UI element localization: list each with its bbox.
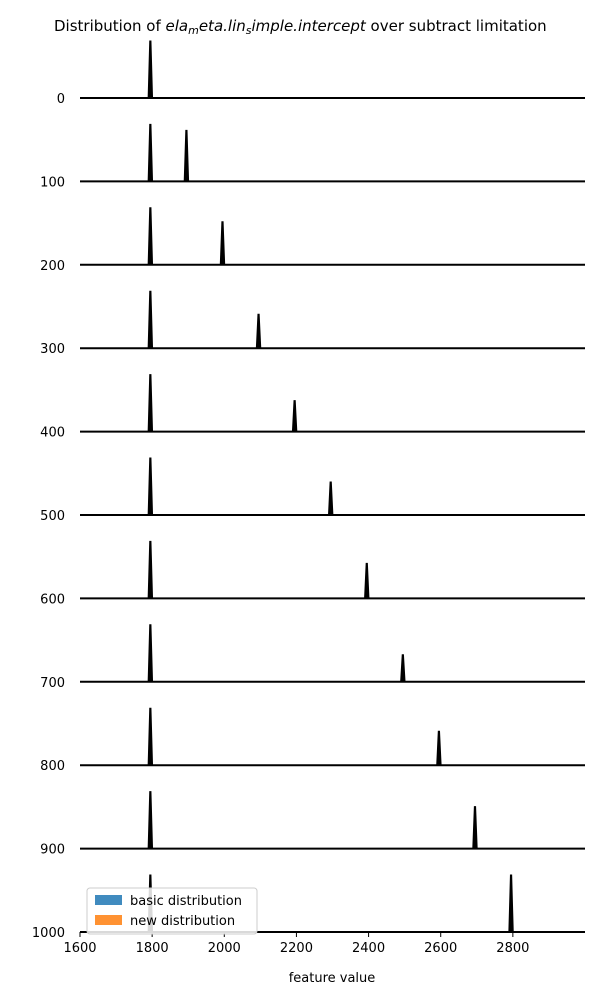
chart-title-prefix: Distribution of <box>54 17 166 35</box>
new-distribution-peak <box>327 481 334 516</box>
legend-swatch <box>95 895 122 905</box>
ridge-label: 500 <box>40 509 65 524</box>
new-distribution-peak <box>436 730 442 766</box>
chart-title-math: imple.intercept <box>251 17 366 35</box>
new-distribution-peak <box>183 129 190 182</box>
new-distribution-peak <box>255 313 262 349</box>
ridge-row: 700 <box>40 624 585 691</box>
new-distribution-peak <box>472 806 478 850</box>
chart-title-suffix: over subtract limitation <box>366 17 547 35</box>
legend-swatch <box>95 915 122 925</box>
x-tick-label: 1600 <box>63 941 96 956</box>
basic-distribution-peak <box>147 374 154 433</box>
new-distribution-peak <box>400 654 406 683</box>
basic-distribution-peak <box>147 457 154 516</box>
new-distribution-peak <box>291 400 298 433</box>
ridge-label: 0 <box>57 92 65 107</box>
basic-distribution-peak <box>147 624 154 683</box>
new-distribution-peak <box>364 562 370 599</box>
ridge-label: 800 <box>40 759 65 774</box>
basic-distribution-peak <box>147 207 154 266</box>
ridges: 0 100 200 300 400 500 600 700 800 900 1000 <box>32 40 585 941</box>
legend-entry-label: new distribution <box>130 914 235 929</box>
x-tick-label: 1800 <box>136 941 169 956</box>
x-tick-label: 2400 <box>352 941 385 956</box>
ridge-label: 200 <box>40 259 65 274</box>
basic-distribution-peak <box>147 540 154 599</box>
ridge-row: 900 <box>40 791 585 858</box>
x-tick-label: 2600 <box>424 941 457 956</box>
ridge-row: 300 <box>40 290 585 357</box>
ridge-label: 900 <box>40 843 65 858</box>
legend-box <box>86 887 258 935</box>
ridge-label: 300 <box>40 342 65 357</box>
ridge-row: 800 <box>40 707 585 774</box>
chart-title: Distribution of elameta.linsimple.interc… <box>54 17 547 37</box>
ridge-label: 1000 <box>32 926 65 941</box>
basic-distribution-peak <box>147 290 154 349</box>
new-distribution-peak <box>508 874 514 933</box>
chart-title-math: eta.lin <box>199 17 246 35</box>
chart-title-subscript: s <box>246 24 252 37</box>
ridge-label: 600 <box>40 592 65 607</box>
legend: basic distribution new distribution <box>86 887 258 935</box>
legend-entry-label: basic distribution <box>130 894 242 909</box>
x-tick-label: 2800 <box>496 941 529 956</box>
ridge-row: 0 <box>57 40 585 107</box>
basic-distribution-peak <box>147 123 154 182</box>
chart-title-math: ela <box>166 17 189 35</box>
ridge-row: 400 <box>40 374 585 441</box>
x-axis: 1600 1800 2000 2200 2400 2600 2800 <box>63 932 529 956</box>
ridge-row: 100 <box>40 123 585 190</box>
basic-distribution-peak <box>147 40 154 99</box>
ridge-row: 600 <box>40 540 585 607</box>
ridge-row: 500 <box>40 457 585 524</box>
x-tick-label: 2200 <box>280 941 313 956</box>
x-tick-label: 2000 <box>208 941 241 956</box>
basic-distribution-peak <box>147 707 154 766</box>
new-distribution-peak <box>219 221 226 266</box>
ridge-label: 700 <box>40 676 65 691</box>
ridge-label: 400 <box>40 426 65 441</box>
basic-distribution-peak <box>147 791 154 850</box>
ridge-label: 100 <box>40 175 65 190</box>
ridge-row: 200 <box>40 207 585 274</box>
chart-title-subscript: m <box>188 24 199 37</box>
x-axis-label: feature value <box>289 971 376 986</box>
